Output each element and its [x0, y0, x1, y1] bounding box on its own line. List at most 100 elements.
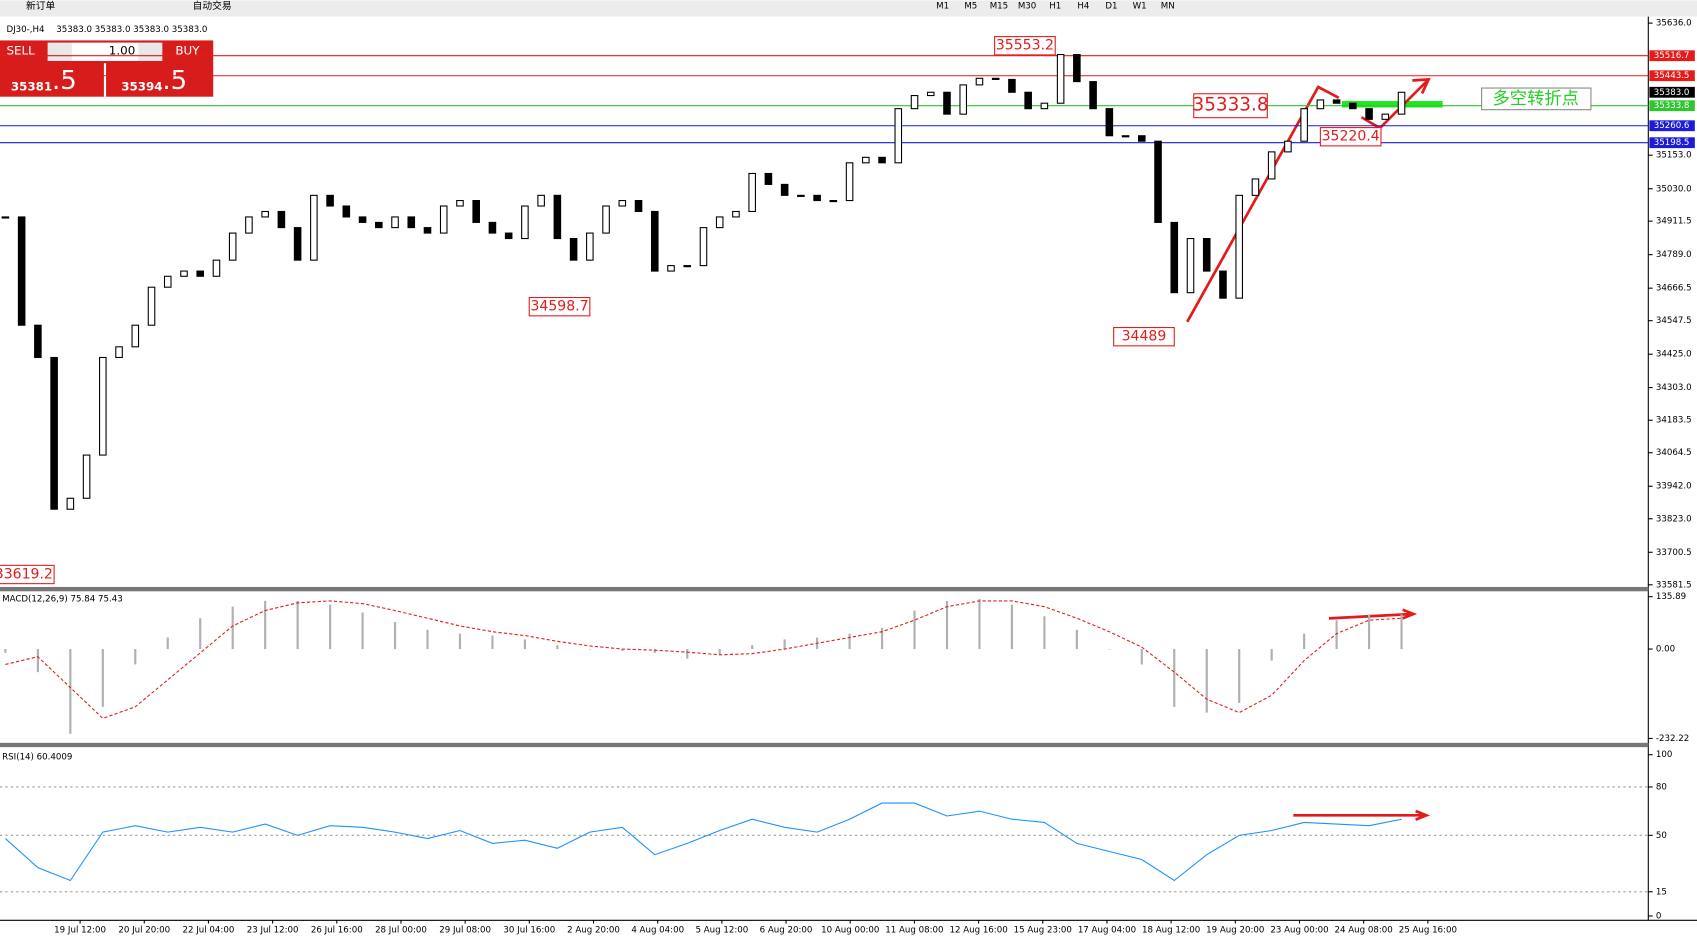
period-button[interactable]: M30	[1018, 1, 1036, 11]
candle	[650, 210, 659, 272]
lots-input[interactable]	[71, 42, 139, 61]
ask-main: 35394	[121, 79, 162, 93]
candle	[1202, 238, 1211, 272]
sell-button[interactable]: SELL	[6, 44, 35, 58]
period-button[interactable]: M1	[936, 1, 949, 11]
y-tick-label: -232.22	[1656, 734, 1689, 744]
annotation-box	[1193, 93, 1268, 119]
annotation-box	[0, 564, 55, 585]
level-tag	[1649, 100, 1695, 112]
candle	[618, 199, 627, 207]
y-tick-label: 34789.0	[1656, 250, 1692, 260]
spin-down[interactable]	[47, 42, 72, 61]
candle	[894, 108, 903, 164]
annotation-box	[528, 297, 591, 317]
candle	[326, 194, 334, 207]
candle	[488, 221, 497, 234]
candle	[212, 259, 221, 277]
candle	[975, 77, 984, 86]
candle	[245, 216, 253, 234]
x-tick-label: 26 Jul 16:00	[311, 926, 363, 936]
level-label: 35333.8	[1654, 101, 1690, 111]
price-tag	[1649, 86, 1695, 98]
candle	[439, 205, 448, 234]
candle	[147, 286, 156, 326]
candle	[1365, 108, 1373, 120]
candle	[1316, 99, 1325, 110]
candle	[456, 199, 464, 207]
candle	[1170, 221, 1179, 294]
period-button[interactable]: H4	[1077, 1, 1089, 11]
x-tick-label: 2 Aug 20:00	[567, 926, 620, 936]
macd-bar	[458, 633, 462, 650]
candle	[163, 275, 172, 288]
candle	[878, 156, 886, 164]
candle	[926, 91, 935, 97]
macd-bar	[4, 649, 7, 653]
level-label: 35516.7	[1654, 51, 1690, 61]
macd-bar	[1010, 604, 1014, 650]
x-tick-label: 23 Jul 12:00	[247, 926, 299, 936]
macd-bar	[166, 637, 169, 650]
candle	[602, 205, 610, 234]
bid-main: 35381	[11, 79, 52, 93]
divider	[103, 63, 107, 97]
macd-bar	[231, 606, 234, 650]
level-tag	[1649, 120, 1695, 132]
candle	[910, 95, 919, 110]
y-tick-label: 33700.5	[1656, 548, 1692, 558]
period-button[interactable]: H1	[1049, 1, 1061, 11]
period-button[interactable]: W1	[1133, 1, 1147, 11]
support-zone	[1342, 101, 1443, 108]
candle	[586, 232, 594, 261]
candle	[683, 265, 692, 268]
macd-bar	[1205, 649, 1208, 713]
period-button[interactable]: MN	[1161, 1, 1175, 11]
candle	[115, 346, 123, 359]
period-button[interactable]: M15	[990, 1, 1008, 11]
trade-panel: SELL BUY 1.00 35381 .5 35394 .5	[0, 40, 214, 97]
macd-bar	[329, 604, 332, 650]
level-tag	[1649, 50, 1695, 62]
x-tick-label: 25 Aug 16:00	[1399, 926, 1457, 936]
candle	[1397, 91, 1406, 115]
candle	[1219, 270, 1227, 299]
candle	[1154, 140, 1162, 223]
period-button[interactable]: M5	[964, 1, 977, 11]
y-tick-label: 33823.0	[1656, 514, 1692, 524]
y-tick-label: 50	[1656, 831, 1667, 841]
candle	[407, 216, 416, 229]
candle	[34, 324, 42, 359]
new-order-button[interactable]: 新订单	[26, 0, 55, 12]
candle	[1381, 113, 1390, 120]
panel-separator	[0, 586, 1649, 592]
period-button[interactable]: D1	[1105, 1, 1117, 11]
candle	[66, 497, 75, 510]
macd-bar	[1303, 633, 1306, 650]
annotation: 35553.2	[996, 38, 1054, 54]
y-tick-label: 34547.5	[1656, 316, 1692, 326]
candle	[1349, 102, 1357, 110]
macd-bar	[1173, 649, 1176, 707]
note: 多空转折点	[1492, 89, 1578, 109]
candle	[1056, 54, 1065, 104]
arrow	[1186, 85, 1340, 323]
rsi-line	[5, 802, 1402, 882]
macd-bar	[101, 649, 104, 707]
x-tick-label: 17 Aug 04:00	[1078, 926, 1136, 936]
candle	[277, 210, 286, 229]
bid-fraction: .5	[52, 66, 77, 96]
buy-button[interactable]: BUY	[175, 44, 200, 58]
panel-separator	[0, 742, 1649, 748]
macd-bar	[1335, 620, 1338, 650]
spin-up[interactable]	[138, 42, 163, 61]
candle	[391, 216, 399, 229]
macd-bar	[36, 649, 39, 673]
x-tick-label: 24 Aug 08:00	[1335, 926, 1393, 936]
y-tick-label: 100	[1656, 750, 1673, 760]
auto-trade-button[interactable]: 自动交易	[193, 0, 232, 12]
y-tick-label: 34425.0	[1656, 350, 1692, 360]
y-tick-label: 34183.5	[1656, 416, 1692, 426]
level-tag	[1649, 137, 1695, 149]
